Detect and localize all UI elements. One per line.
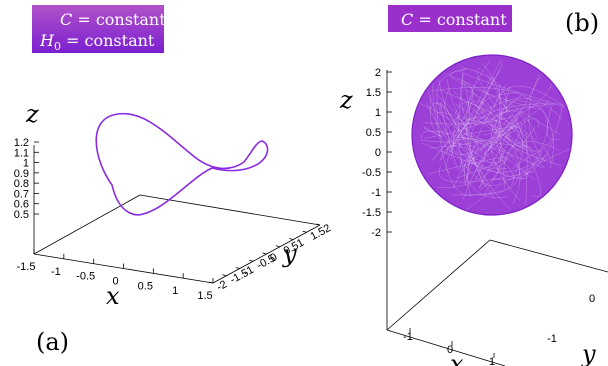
y-tick-label: -1 — [547, 333, 557, 345]
z-tick-label: -1 — [371, 187, 381, 199]
x-tick-label: 1.5 — [197, 290, 212, 302]
x-tick-label: -1 — [403, 331, 413, 343]
y-axis-label-a: y — [282, 240, 297, 268]
z-tick-label: 0 — [375, 147, 381, 159]
z-tick-label: -0.5 — [362, 167, 381, 179]
x-tick-label: -0.5 — [76, 271, 95, 283]
panel-label-a: (a) — [36, 328, 69, 356]
y-tick-label: 1 — [295, 237, 306, 250]
z-tick-label: 0.6 — [14, 199, 29, 211]
z-tick-label: 0.9 — [14, 168, 29, 180]
z-tick-label: 1.5 — [366, 87, 381, 99]
x-tick-label: 1 — [489, 356, 495, 366]
x-axis-label-b: x — [450, 350, 464, 366]
z-tick-label: -1.5 — [362, 207, 381, 219]
y-axis-label-b: y — [581, 340, 596, 366]
sphere-b — [411, 54, 573, 216]
z-tick-label: 1.2 — [14, 137, 29, 149]
x-tick-label: 1 — [172, 285, 178, 297]
z-tick-label: 0.8 — [14, 178, 29, 190]
y-tick-label: 0 — [589, 293, 595, 305]
badge-a — [32, 5, 164, 53]
x-ticks-b: -1 0 1 — [403, 328, 495, 366]
badge-b — [388, 5, 512, 32]
y-ticks-a: -2 -1.5-1 -0.500.511.52 — [208, 222, 333, 294]
z-tick-label: 2 — [375, 67, 381, 79]
z-ticks-b: 2 1.5 1 0.5 0 -0.5 -1 -1.5 -2 — [362, 67, 392, 239]
x-tick-label: 0.5 — [138, 280, 153, 292]
panel-b: C = constant (b) 2 1.5 1 0.5 0 -0.5 -1 -1.5 -2 -… — [339, 5, 608, 366]
z-tick-label: 0.5 — [366, 127, 381, 139]
y-tick-label: 2 — [322, 222, 333, 235]
x-axis-label-a: x — [106, 282, 120, 310]
z-axis-label-a: z — [25, 100, 39, 128]
x-ticks-a: -1.5 -1 -0.5 0 0.5 1 1.5 — [17, 249, 214, 302]
z-tick-label: 1.1 — [14, 147, 29, 159]
y-tick-label: 0 — [268, 251, 279, 264]
y-ticks-b: -1 0 — [547, 293, 595, 345]
z-tick-label: 0.5 — [14, 209, 29, 221]
x-tick-label: -1.5 — [17, 261, 36, 273]
z-ticks-a: 1.21.110.90.80.70.60.5 — [14, 137, 39, 221]
axes-b — [386, 70, 608, 366]
x-tick-label: -1 — [51, 266, 61, 278]
z-tick-label: -2 — [371, 227, 381, 239]
curve-a — [95, 112, 269, 216]
badge-b-line1: C = constant — [401, 10, 507, 29]
panel-a: C = constant H0 = constant 1.21.110.90.8… — [14, 5, 333, 356]
x-tick-label: 0 — [447, 344, 453, 356]
z-tick-label: 1 — [375, 107, 381, 119]
z-tick-label: 1 — [23, 158, 29, 170]
badge-a-line2: H0 = constant — [39, 31, 155, 53]
badge-a-line1: C = constant — [60, 10, 166, 29]
panel-label-b: (b) — [565, 9, 599, 37]
z-axis-label-b: z — [339, 86, 353, 114]
z-tick-label: 0.7 — [14, 188, 29, 200]
x-tick-label: 0 — [112, 276, 118, 288]
